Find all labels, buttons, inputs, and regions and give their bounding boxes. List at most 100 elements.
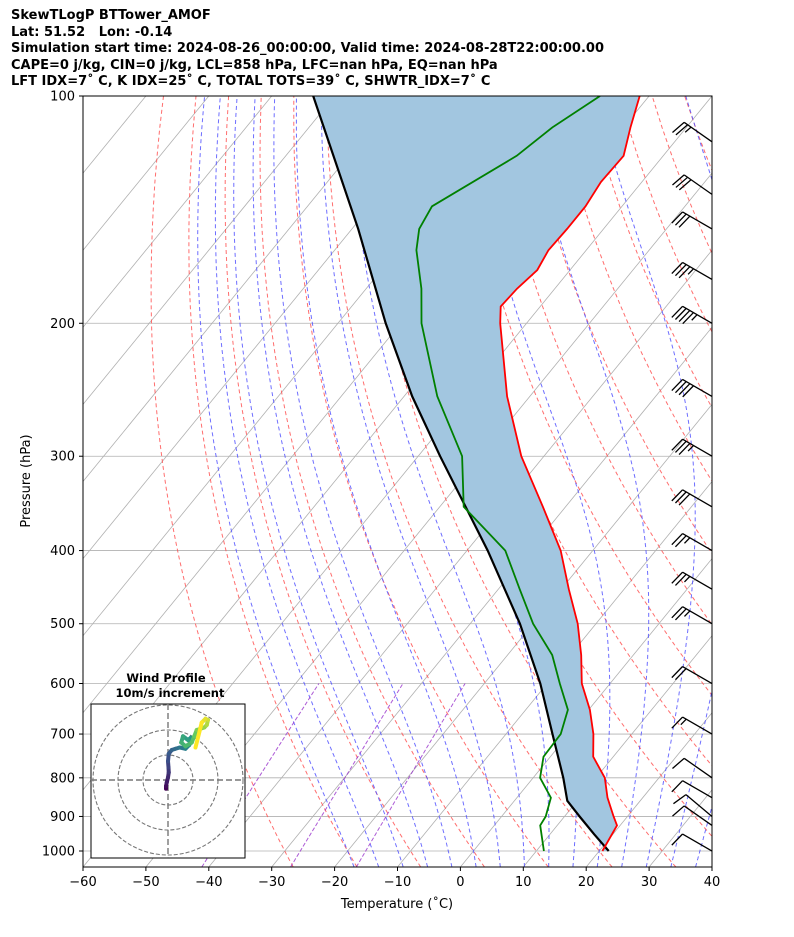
wind-barb (672, 805, 713, 826)
wind-barb-feather (674, 440, 687, 453)
wind-barb-feather (678, 179, 692, 191)
wind-barb-feather (682, 385, 694, 398)
x-tick-label: 10 (515, 875, 532, 890)
dry-adiabat-line (325, 96, 613, 867)
dry-adiabat-line (619, 96, 712, 333)
wind-barb-stem (682, 261, 713, 281)
moist-adiabat-line (467, 96, 611, 867)
wind-barb (671, 665, 713, 685)
x-tick-label: 40 (704, 875, 721, 890)
y-tick-label: 100 (50, 90, 75, 105)
wind-barb-feather (687, 268, 694, 275)
wind-barb (671, 571, 713, 590)
cin-shading (313, 96, 640, 851)
isotherm-line (271, 326, 712, 867)
x-tick-label: 20 (578, 875, 595, 890)
isotherm-line (585, 712, 712, 867)
dry-adiabat-line (259, 96, 485, 867)
dry-adiabat-line (391, 96, 712, 838)
wind-barb-feather (674, 535, 687, 548)
chart-title: SkewTLogP BTTower_AMOF (11, 8, 211, 23)
wind-barb-feather (687, 445, 694, 452)
y-tick-label: 200 (50, 317, 75, 332)
x-tick-label: −50 (132, 875, 159, 890)
y-tick-label: 400 (50, 544, 75, 559)
wind-barb-feather (683, 575, 691, 583)
mixing-ratio-line (355, 683, 466, 867)
wind-barb (671, 606, 713, 625)
dry-adiabat-line (750, 96, 794, 867)
wind-barb-feather (682, 312, 694, 325)
wind-barb (672, 121, 713, 143)
cape-line: CAPE=0 j/kg, CIN=0 j/kg, LCL=858 hPa, LF… (11, 57, 498, 73)
wind-barb-feather (674, 381, 687, 394)
y-axis-label: Pressure (hPa) (19, 434, 34, 527)
wind-barb-feather (671, 378, 684, 392)
wind-barb-feather (675, 176, 689, 188)
wind-barb-feather (672, 757, 685, 769)
wind-barb (671, 532, 713, 552)
x-tick-label: −10 (384, 875, 411, 890)
wind-barb-feather (671, 571, 684, 584)
wind-barb-stem (682, 305, 713, 324)
wind-barb (672, 757, 713, 779)
wind-barb-feather (691, 314, 698, 321)
wind-barb (671, 261, 713, 281)
wind-barb-feather (671, 305, 684, 318)
isotherm-line (83, 96, 335, 406)
index-line: LFT IDX=7˚ C, K IDX=25˚ C, TOTAL TOTS=39… (11, 74, 491, 89)
wind-barb-feather (675, 124, 689, 136)
wind-barb-feather (680, 718, 687, 726)
wind-barb-stem (682, 211, 713, 230)
hodograph-subtitle: 10m/s increment (116, 686, 225, 700)
isotherm-line (334, 403, 712, 867)
dry-adiabat-line (651, 96, 712, 255)
wind-barb-feather (673, 794, 687, 805)
dry-adiabat-line (150, 96, 294, 867)
wind-barb-stem (682, 532, 713, 552)
isotherm-line (83, 96, 210, 251)
time-line: Simulation start time: 2024-08-26_00:00:… (11, 41, 604, 56)
mixing-ratio-line (290, 683, 404, 867)
isotherm-line (711, 866, 712, 867)
dry-adiabat-line (684, 96, 712, 172)
moist-adiabat-line (348, 96, 525, 867)
wind-barb-stem (682, 438, 713, 457)
mixing-ratio-line (201, 683, 320, 867)
wind-barb-feather (671, 533, 684, 546)
wind-barb-feather (671, 666, 684, 679)
dewpoint-profile-line (415, 96, 601, 852)
y-tick-label: 500 (50, 617, 75, 632)
y-tick-label: 600 (50, 677, 75, 692)
wind-barb-stem (683, 805, 713, 826)
moist-adiabat-line (214, 96, 380, 867)
isotherm-line (522, 635, 712, 867)
wind-barb-stem (683, 121, 713, 143)
moist-adiabat-line (273, 96, 453, 867)
y-tick-label: 900 (50, 810, 75, 825)
wind-barb-feather (678, 442, 691, 455)
dry-adiabat-line (293, 96, 549, 867)
moist-adiabat-line (695, 804, 712, 867)
wind-barb-feather (684, 126, 692, 133)
y-tick-label: 800 (50, 771, 75, 786)
wind-barb-feather (674, 307, 687, 320)
moist-adiabat-line (320, 96, 501, 867)
isotherm-line (83, 96, 84, 97)
x-tick-label: −30 (258, 875, 285, 890)
wind-barb-stem (682, 716, 713, 735)
dry-adiabat-line (717, 96, 794, 867)
hodograph-title: Wind Profile (126, 671, 206, 685)
wind-barb-stem (683, 174, 713, 195)
wind-barb-feather (672, 805, 685, 817)
moist-adiabat-line (252, 96, 429, 867)
wind-barb-feather (678, 310, 691, 323)
dry-adiabat-line (358, 96, 677, 867)
wind-barb-feather (678, 383, 691, 396)
wind-barb-feather (671, 438, 684, 451)
chart-header: SkewTLogP BTTower_AMOF Lat: 51.52 Lon: -… (11, 8, 604, 91)
temperature-profile-line (499, 96, 641, 852)
wind-barb-feather (671, 211, 684, 224)
hodograph-segment (193, 720, 204, 750)
